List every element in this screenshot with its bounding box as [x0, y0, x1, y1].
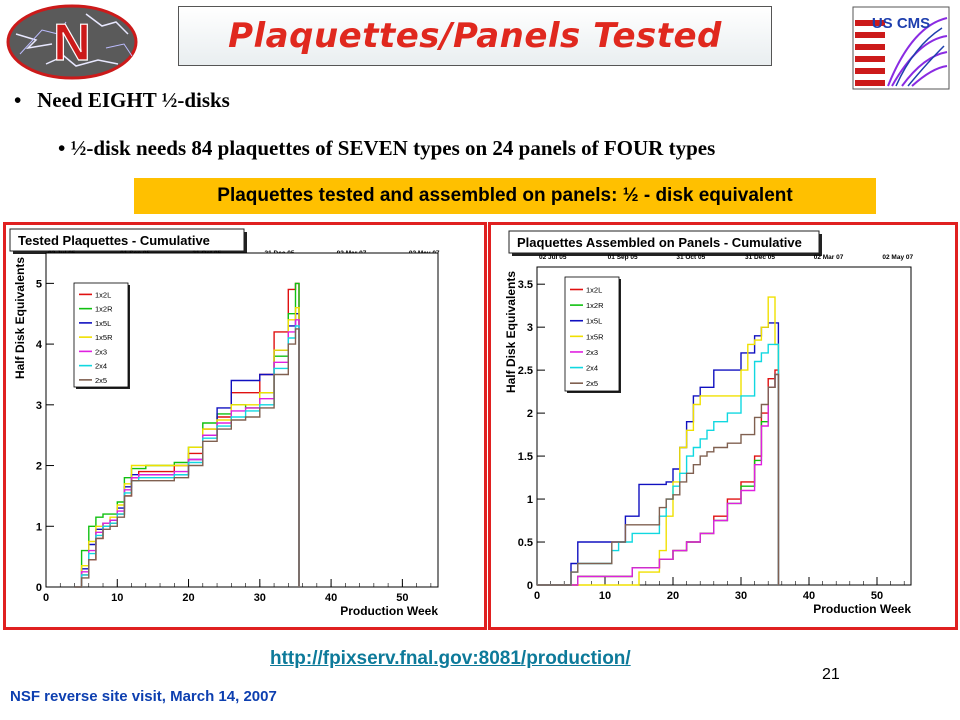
series-line-1x5R	[537, 296, 780, 586]
y-tick-label: 1	[36, 521, 42, 533]
series-line-2x5	[537, 373, 780, 586]
legend-label: 1x5L	[586, 317, 602, 326]
uscms-logo: US CMS	[852, 6, 950, 90]
x-tick-label: 10	[111, 592, 123, 604]
production-link[interactable]: http://fpixserv.fnal.gov:8081/production…	[270, 648, 631, 669]
page-title: Plaquettes/Panels Tested	[228, 16, 722, 56]
y-tick-label: 3	[527, 322, 533, 334]
y-tick-label: 0.5	[518, 537, 533, 549]
y-tick-label: 3.5	[518, 279, 533, 291]
y-tick-label: 2.5	[518, 365, 533, 377]
y-tick-label: 3	[36, 400, 42, 412]
x-tick-label: 20	[667, 590, 679, 602]
page-number: 21	[822, 666, 840, 683]
nebraska-logo: N	[6, 4, 142, 80]
legend-label: 1x5L	[95, 319, 111, 328]
y-tick-label: 1	[527, 494, 533, 506]
bullet-2-text: ½-disk needs 84 plaquettes of SEVEN type…	[70, 136, 716, 160]
legend-box	[73, 282, 129, 388]
x-tick-label: 0	[43, 592, 49, 604]
legend-label: 1x2R	[95, 305, 113, 314]
y-tick-label: 2	[527, 408, 533, 420]
legend-label: 1x5R	[586, 332, 604, 341]
legend-box	[564, 276, 620, 392]
x-tick-label: 50	[396, 592, 408, 604]
banner-text: Plaquettes tested and assembled on panel…	[217, 185, 793, 206]
legend-label: 2x4	[95, 362, 107, 371]
date-label: 02 Jul 05	[539, 254, 567, 261]
x-tick-label: 30	[735, 590, 747, 602]
date-label: 01 Sep 05	[608, 254, 638, 261]
date-label: 31 Dec 05	[745, 254, 775, 261]
y-tick-label: 0	[527, 580, 533, 592]
logo-letter: N	[53, 14, 91, 72]
banner: Plaquettes tested and assembled on panel…	[134, 178, 876, 214]
y-axis-label: Half Disk Equivalents	[504, 271, 518, 393]
logo-text: US CMS	[872, 15, 930, 32]
legend-label: 1x2R	[586, 301, 604, 310]
legend-label: 2x3	[95, 347, 107, 356]
y-tick-label: 5	[36, 278, 42, 290]
x-tick-label: 40	[325, 592, 337, 604]
legend-label: 1x5R	[95, 333, 113, 342]
x-tick-label: 50	[871, 590, 883, 602]
chart-title-box	[508, 230, 820, 254]
chart-panel-assembled: Plaquettes Assembled on Panels - Cumulat…	[488, 222, 958, 630]
x-axis-label: Production Week	[813, 602, 911, 616]
y-tick-label: 1.5	[518, 451, 533, 463]
legend-label: 2x4	[586, 364, 598, 373]
legend-label: 1x2L	[586, 285, 602, 294]
series-line-2x3	[537, 373, 780, 586]
chart-title-box	[9, 228, 245, 252]
y-tick-label: 2	[36, 461, 42, 473]
bullet-2: • ½-disk needs 84 plaquettes of SEVEN ty…	[58, 136, 716, 160]
date-label: 31 Oct 05	[676, 254, 705, 261]
bullet-1: • Need EIGHT ½-disks	[14, 88, 230, 112]
x-tick-label: 30	[254, 592, 266, 604]
x-tick-label: 0	[534, 590, 540, 602]
legend-label: 2x3	[586, 348, 598, 357]
series-line-2x5	[74, 328, 300, 588]
y-tick-label: 0	[36, 582, 42, 594]
title-box: Plaquettes/Panels Tested	[178, 6, 772, 66]
x-tick-label: 10	[599, 590, 611, 602]
chart-title: Tested Plaquettes - Cumulative	[18, 233, 210, 248]
date-label: 02 May 07	[882, 254, 913, 261]
chart-title: Plaquettes Assembled on Panels - Cumulat…	[517, 235, 802, 250]
x-axis-label: Production Week	[340, 604, 438, 618]
date-label: 02 Mar 07	[814, 254, 844, 261]
footer-text: NSF reverse site visit, March 14, 2007	[10, 688, 277, 705]
legend-label: 2x5	[586, 379, 598, 388]
bullet-1-text: Need EIGHT ½-disks	[37, 88, 230, 112]
y-axis-label: Half Disk Equivalents	[13, 257, 27, 379]
legend-label: 1x2L	[95, 290, 111, 299]
legend-label: 2x5	[95, 376, 107, 385]
y-tick-label: 4	[36, 339, 43, 351]
assembled-plaquettes-chart: Plaquettes Assembled on Panels - Cumulat…	[491, 225, 955, 627]
x-tick-label: 20	[182, 592, 194, 604]
x-tick-label: 40	[803, 590, 815, 602]
